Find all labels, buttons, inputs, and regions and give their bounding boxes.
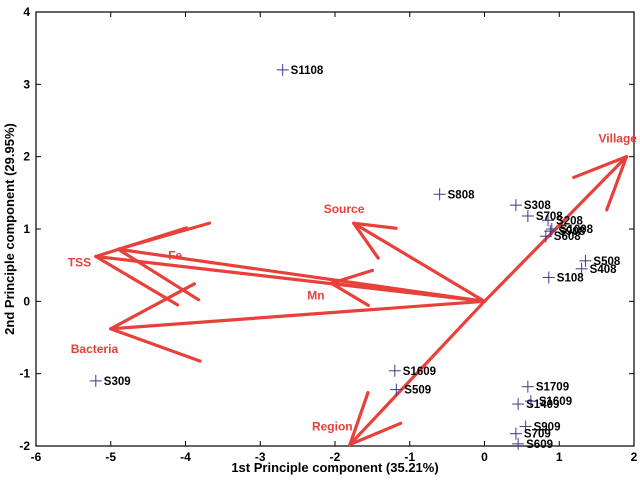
x-axis-label: 1st Principle component (35.21%) (231, 460, 438, 475)
score-point: S208 (542, 214, 583, 227)
x-tick-label: -2 (330, 450, 341, 464)
vector-label: Fe (168, 248, 182, 262)
vector-arrowhead (605, 155, 629, 212)
score-point: S909 (519, 420, 561, 433)
score-point: S308 (509, 199, 551, 212)
vector-arrowhead (329, 268, 375, 285)
point-label: S709 (524, 429, 551, 441)
score-point: S1409 (512, 398, 559, 411)
vector-label: TSS (68, 255, 91, 269)
vector-arrowhead (329, 281, 370, 307)
point-label: S608 (554, 231, 581, 243)
vector-arrowhead (116, 247, 201, 302)
vector-label: Village (599, 132, 638, 146)
point-label: S909 (534, 421, 561, 433)
vector-shaft (348, 299, 487, 447)
vector-arrowhead (348, 421, 403, 447)
vector-arrowhead (572, 155, 629, 180)
vector-arrowhead (348, 390, 370, 447)
point-label: S908 (558, 226, 585, 238)
score-point: S608 (539, 230, 581, 243)
vector-arrowhead (94, 254, 180, 307)
score-point: S1609 (388, 364, 436, 378)
point-label: S1609 (403, 366, 436, 378)
score-point: S309 (89, 374, 131, 388)
vector-label: Mn (307, 288, 324, 302)
x-axis-ticks: -6 -5 -4 -3 -2 -1 0 1 2 (31, 12, 638, 464)
vector-arrowhead (352, 221, 398, 230)
loading-vector-region: Region (312, 299, 487, 447)
score-point: S609 (512, 437, 553, 451)
score-point: S1709 (521, 380, 569, 394)
score-point: S808 (433, 188, 475, 201)
vector-arrowhead (109, 282, 197, 331)
vector-shaft (329, 281, 487, 303)
score-point: S708 (521, 209, 563, 223)
score-point: S108 (542, 271, 584, 284)
score-point: S1108 (276, 63, 324, 77)
y-tick-label: 1 (23, 222, 30, 236)
vector-label: Bacteria (71, 342, 119, 356)
score-point: S709 (509, 427, 551, 441)
point-label: S108 (557, 272, 584, 284)
point-label: S609 (526, 439, 553, 451)
vector-shaft (352, 221, 487, 303)
point-label: S408 (590, 264, 617, 276)
point-label: S1409 (526, 399, 559, 411)
x-tick-label: -5 (105, 450, 116, 464)
point-label: S708 (536, 211, 563, 223)
point-label: S509 (404, 385, 431, 397)
x-tick-label: -1 (404, 450, 415, 464)
point-label: S1609 (539, 396, 572, 408)
y-tick-label: -1 (19, 367, 30, 381)
score-point: S508 (579, 254, 621, 268)
x-tick-label: -6 (31, 450, 42, 464)
x-tick-label: 1 (556, 450, 563, 464)
y-axis-label: 2nd Principle component (29.95%) (2, 123, 17, 335)
loading-vector-bacteria: Bacteria (71, 282, 487, 363)
score-point: S509 (390, 383, 431, 397)
x-tick-label: -4 (180, 450, 191, 464)
loading-vector-source: Source (324, 202, 487, 303)
x-tick-label: 2 (631, 450, 638, 464)
point-label: S808 (448, 189, 475, 201)
y-tick-label: 2 (23, 150, 30, 164)
x-tick-label: -3 (255, 450, 266, 464)
loading-vector-mn: Mn (307, 268, 487, 307)
point-label: S1709 (536, 382, 569, 394)
point-label: S1008 (560, 224, 594, 236)
y-axis-ticks: -2 -1 0 1 2 3 4 (19, 5, 634, 453)
score-point: S1609 (524, 395, 572, 408)
point-label: S508 (593, 256, 620, 268)
point-label: S208 (556, 215, 583, 227)
vector-arrowhead (94, 226, 189, 259)
vector-shaft (109, 299, 487, 331)
point-label: S309 (104, 376, 131, 388)
vector-label: Region (312, 420, 353, 434)
y-tick-label: 0 (23, 294, 30, 308)
y-tick-label: 4 (23, 5, 30, 19)
score-point: S1008 (545, 223, 594, 236)
loading-vector-fe: Fe (116, 221, 487, 303)
vector-arrowhead (352, 221, 380, 260)
point-label: S1108 (291, 65, 324, 77)
score-point: S408 (575, 262, 617, 276)
y-tick-label: -2 (19, 439, 30, 453)
vector-arrowhead (109, 327, 202, 363)
y-tick-label: 3 (23, 77, 30, 91)
vector-label: Source (324, 202, 365, 216)
point-label: S308 (524, 200, 551, 212)
x-tick-label: 0 (481, 450, 488, 464)
